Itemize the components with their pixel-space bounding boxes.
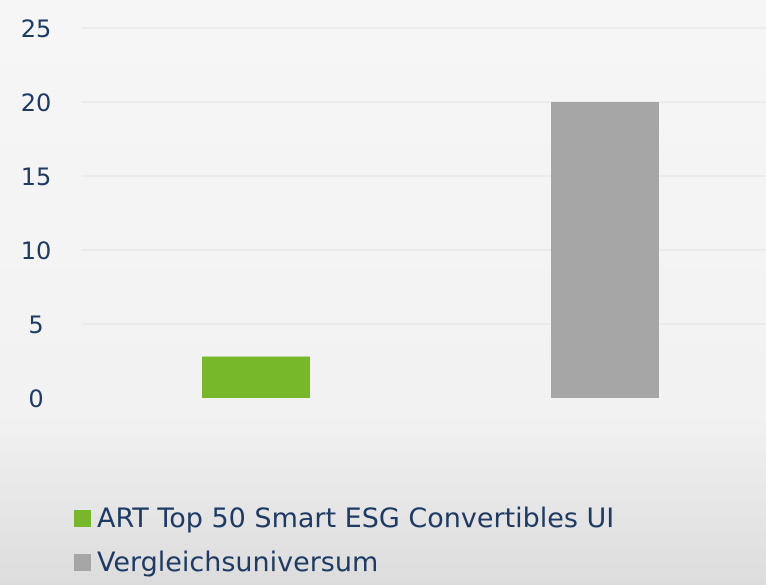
legend-label-art: ART Top 50 Smart ESG Convertibles UI (97, 502, 615, 534)
y-tick-label-5: 5 (28, 311, 43, 339)
gridlines (82, 27, 766, 325)
legend-item-vergleich: Vergleichsuniversum (74, 540, 614, 584)
legend-swatch-vergleich (74, 553, 91, 571)
y-axis-ticks: 0 5 10 15 20 25 (21, 15, 52, 413)
legend: ART Top 50 Smart ESG Convertibles UI Ver… (74, 496, 614, 584)
bars (202, 102, 659, 398)
legend-label-vergleich: Vergleichsuniversum (97, 546, 379, 578)
legend-item-art: ART Top 50 Smart ESG Convertibles UI (74, 496, 614, 540)
y-tick-label-25: 25 (21, 15, 52, 43)
y-tick-label-20: 20 (21, 89, 52, 117)
y-tick-label-15: 15 (21, 163, 52, 191)
bar-1 (551, 102, 659, 398)
y-tick-label-0: 0 (28, 385, 43, 413)
bar-0 (202, 356, 310, 398)
y-tick-label-10: 10 (21, 237, 52, 265)
legend-swatch-art (74, 509, 91, 527)
